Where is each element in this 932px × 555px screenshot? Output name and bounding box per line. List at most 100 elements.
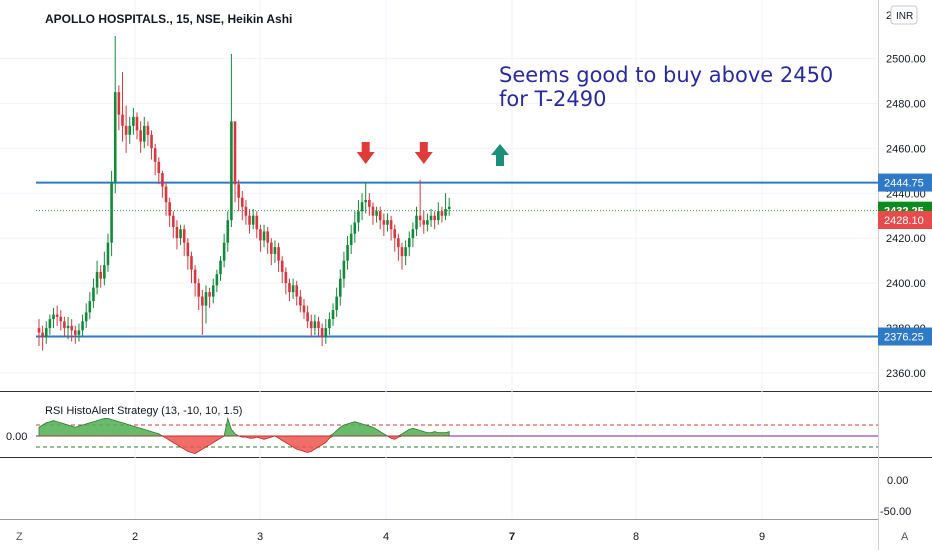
candle-body bbox=[197, 283, 201, 297]
pane3-tick-zero: 0.00 bbox=[887, 475, 908, 487]
candle bbox=[444, 193, 447, 221]
candle bbox=[219, 256, 222, 281]
candle bbox=[106, 233, 110, 272]
candle-body bbox=[153, 148, 157, 162]
auto-scale-icon[interactable]: A bbox=[901, 531, 909, 543]
candle-body bbox=[211, 285, 215, 297]
arrow-up-icon bbox=[491, 144, 510, 166]
candle-body bbox=[44, 328, 48, 338]
candle-body bbox=[447, 206, 451, 209]
candle bbox=[142, 116, 146, 149]
candle-body bbox=[77, 330, 81, 335]
candle-body bbox=[106, 242, 110, 266]
currency-button[interactable]: INR bbox=[890, 5, 918, 25]
candle-body bbox=[179, 229, 182, 239]
candle bbox=[37, 319, 41, 347]
currency-button-label[interactable]: INR bbox=[896, 11, 913, 22]
candle bbox=[270, 238, 273, 266]
candle bbox=[110, 170, 113, 257]
candle-body bbox=[255, 215, 259, 230]
candle-body bbox=[233, 121, 237, 185]
candle-body bbox=[393, 229, 397, 239]
candle-body bbox=[280, 260, 284, 272]
candle-body bbox=[139, 130, 142, 142]
candle bbox=[440, 206, 444, 223]
candle-body bbox=[371, 206, 375, 216]
candle bbox=[404, 240, 407, 266]
candle-body bbox=[328, 319, 331, 329]
rsi-indicator-title[interactable]: RSI HistoAlert Strategy (13, -10, 10, 1.… bbox=[45, 405, 242, 417]
time-tick-label: 9 bbox=[759, 531, 765, 543]
rsi-negative-area bbox=[39, 435, 450, 455]
candle-body bbox=[117, 92, 121, 115]
candle-body bbox=[404, 247, 407, 257]
candle bbox=[429, 208, 433, 227]
candle-body bbox=[110, 182, 113, 243]
candle bbox=[99, 265, 103, 288]
candle bbox=[132, 107, 135, 135]
symbol-title[interactable]: APOLLO HOSPITALS., 15, NSE, Heikin Ashi bbox=[45, 12, 292, 26]
candle-body bbox=[48, 319, 52, 329]
candle-body bbox=[99, 271, 103, 279]
candle bbox=[81, 314, 84, 338]
candle bbox=[375, 206, 378, 223]
candle-body bbox=[440, 211, 444, 216]
candle bbox=[288, 278, 291, 302]
candle-body bbox=[215, 274, 219, 286]
candle bbox=[320, 323, 324, 347]
candle-body bbox=[150, 134, 153, 149]
candle bbox=[146, 121, 150, 147]
candle-body bbox=[161, 173, 164, 187]
candle bbox=[422, 211, 426, 234]
candle bbox=[172, 211, 175, 239]
candle-body bbox=[88, 301, 92, 313]
candle bbox=[92, 278, 95, 308]
candle-body bbox=[52, 314, 55, 320]
candle bbox=[357, 199, 360, 232]
candle-body bbox=[157, 161, 161, 174]
candle-body bbox=[66, 325, 70, 329]
candle-body bbox=[411, 229, 415, 239]
candle bbox=[117, 85, 121, 131]
time-axis[interactable]: 2 3 4 7 8 9 bbox=[132, 531, 765, 543]
candle bbox=[259, 224, 262, 252]
candle bbox=[331, 303, 335, 326]
candle-body bbox=[81, 321, 84, 331]
candle bbox=[66, 316, 70, 340]
low-price-label: 2428.10 bbox=[878, 210, 932, 229]
candle bbox=[204, 285, 208, 324]
candle-body bbox=[190, 256, 193, 270]
candle-body bbox=[168, 202, 171, 216]
candle bbox=[397, 233, 400, 261]
z-scale-icon[interactable]: Z bbox=[16, 531, 23, 543]
annotation-line-1: Seems good to buy above 2450 bbox=[499, 63, 833, 87]
candle bbox=[411, 222, 415, 248]
candle-body bbox=[320, 328, 324, 338]
price-tick-label: 2460.00 bbox=[886, 143, 926, 155]
candle bbox=[426, 213, 429, 232]
candle-body bbox=[306, 312, 309, 322]
candle bbox=[291, 278, 295, 299]
candle-body bbox=[400, 247, 404, 257]
candle-body bbox=[222, 242, 226, 261]
price-tick-label: 2480.00 bbox=[886, 98, 926, 110]
candle bbox=[139, 121, 142, 153]
candle bbox=[418, 179, 422, 227]
candle-body bbox=[368, 199, 371, 207]
candle-body bbox=[248, 215, 251, 225]
candle bbox=[233, 121, 237, 203]
candle bbox=[179, 224, 182, 245]
candle-body bbox=[251, 215, 255, 225]
candle-body bbox=[422, 220, 426, 225]
candle bbox=[103, 251, 106, 286]
candle bbox=[309, 314, 313, 338]
time-tick-label: 8 bbox=[633, 531, 639, 543]
candle-body bbox=[273, 247, 277, 254]
candle bbox=[128, 116, 132, 144]
price-axis[interactable]: 2360.002380.002400.002420.002440.002460.… bbox=[878, 53, 932, 380]
low-price-label-bg bbox=[878, 210, 932, 229]
candle-body bbox=[426, 220, 429, 225]
candle bbox=[193, 265, 197, 297]
candle-body bbox=[397, 238, 400, 248]
